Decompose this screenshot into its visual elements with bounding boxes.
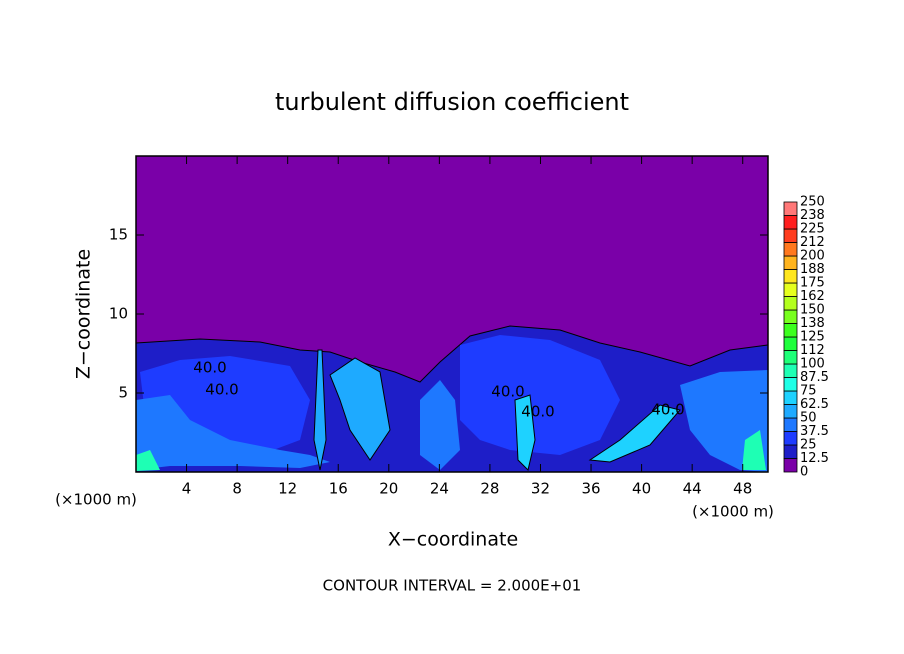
- y-tick-label: 10: [109, 305, 128, 323]
- contour-label: 40.0: [651, 401, 684, 419]
- field-region: [514, 394, 681, 471]
- colorbar-label: 212: [800, 235, 825, 250]
- x-tick-label: 16: [329, 480, 348, 498]
- colorbar-box: [783, 458, 798, 473]
- colorbar-label: 150: [800, 303, 825, 318]
- contour-label: 40.0: [205, 381, 238, 399]
- field-region: [420, 380, 460, 470]
- x-tick-label: 32: [531, 480, 550, 498]
- x-tick-label: 48: [733, 480, 752, 498]
- colorbar-box: [783, 309, 798, 324]
- colorbar-box: [783, 417, 798, 432]
- colorbar-label: 0: [800, 465, 808, 480]
- colorbar-box: [783, 444, 798, 459]
- colorbar-label: 138: [800, 316, 825, 331]
- x-tick-label: 24: [430, 480, 449, 498]
- colorbar-box: [783, 296, 798, 311]
- colorbar-label: 125: [800, 330, 825, 345]
- x-axis-label: X−coordinate: [388, 529, 518, 551]
- colorbar-box: [783, 350, 798, 365]
- x-tick-label: 20: [379, 480, 398, 498]
- colorbar-box: [783, 390, 798, 405]
- x-unit-label: (×1000 m): [692, 503, 774, 521]
- x-tick-label: 12: [278, 480, 297, 498]
- colorbar-box: [783, 282, 798, 297]
- y-axis-label: Z−coordinate: [73, 249, 95, 379]
- colorbar-box: [783, 323, 798, 338]
- contour-label: 40.0: [521, 403, 554, 421]
- colorbar-label: 50: [800, 411, 817, 426]
- contour-label: 40.0: [193, 359, 226, 377]
- colorbar-label: 25: [800, 438, 817, 453]
- colorbar-label: 12.5: [800, 451, 829, 466]
- colorbar-box: [783, 404, 798, 419]
- colorbar-label: 225: [800, 222, 825, 237]
- y-tick-label: 5: [118, 384, 128, 402]
- colorbar-label: 100: [800, 357, 825, 372]
- colorbar-label: 188: [800, 262, 825, 277]
- colorbar-label: 162: [800, 289, 825, 304]
- colorbar-box: [783, 201, 798, 216]
- colorbar-box: [783, 377, 798, 392]
- colorbar-box: [783, 255, 798, 270]
- x-unit-label: (×1000 m): [55, 491, 137, 509]
- colorbar-box: [783, 242, 798, 257]
- colorbar-label: 238: [800, 208, 825, 223]
- x-tick-label: 4: [182, 480, 192, 498]
- field-region: [136, 395, 330, 470]
- colorbar-label: 37.5: [800, 424, 829, 439]
- x-tick-label: 36: [581, 480, 600, 498]
- colorbar-box: [783, 363, 798, 378]
- colorbar-label: 250: [800, 195, 825, 210]
- colorbar-box: [783, 336, 798, 351]
- x-tick-label: 44: [683, 480, 702, 498]
- x-tick-label: 8: [232, 480, 242, 498]
- colorbar-label: 175: [800, 276, 825, 291]
- colorbar-box: [783, 269, 798, 284]
- colorbar-label: 62.5: [800, 397, 829, 412]
- colorbar-box: [783, 215, 798, 230]
- colorbar-box: [783, 228, 798, 243]
- field-region: [460, 335, 620, 455]
- field-region: [313, 349, 391, 471]
- contour-label: 40.0: [491, 383, 524, 401]
- field: [135, 156, 769, 473]
- chart-title: turbulent diffusion coefficient: [275, 88, 629, 116]
- y-tick-label: 15: [109, 226, 128, 244]
- colorbar-label: 200: [800, 249, 825, 264]
- x-tick-label: 40: [632, 480, 651, 498]
- colorbar-label: 112: [800, 343, 825, 358]
- footer-note: CONTOUR INTERVAL = 2.000E+01: [323, 577, 582, 595]
- colorbar-label: 75: [800, 384, 817, 399]
- colorbar-label: 87.5: [800, 370, 829, 385]
- x-tick-label: 28: [480, 480, 499, 498]
- colorbar-box: [783, 431, 798, 446]
